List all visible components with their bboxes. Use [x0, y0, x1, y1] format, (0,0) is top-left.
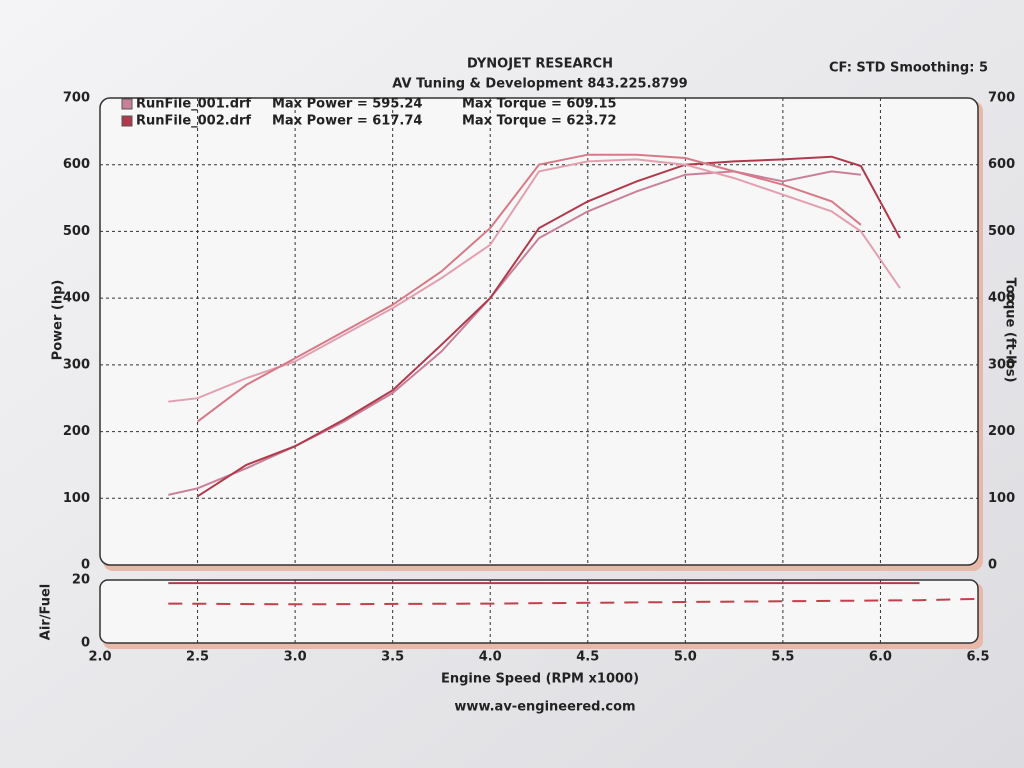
y-tick-label: 300 — [63, 357, 90, 372]
y2-tick-label: 600 — [988, 157, 1015, 172]
y-tick-label: 700 — [63, 91, 90, 106]
y2-tick-label: 400 — [988, 291, 1015, 306]
y-tick-label: 500 — [63, 224, 90, 239]
y2-axis-title: Torque (ft-lbs) — [1003, 277, 1018, 382]
x-axis-title: Engine Speed (RPM x1000) — [441, 672, 639, 687]
y-tick-label: 20 — [72, 573, 90, 588]
title: DYNOJET RESEARCH — [467, 57, 613, 72]
legend-swatch — [121, 98, 133, 110]
x-tick-label: 6.5 — [966, 650, 989, 665]
x-tick-label: 2.5 — [186, 650, 209, 665]
x-tick-label: 5.0 — [674, 650, 697, 665]
y-axis-title: Power (hp) — [51, 280, 66, 361]
legend-max-torque: Max Torque = 623.72 — [462, 114, 617, 129]
y2-tick-label: 0 — [988, 558, 997, 573]
y2-tick-label: 300 — [988, 357, 1015, 372]
legend-run: RunFile_001.drf — [136, 97, 251, 112]
y-tick-label: 0 — [81, 558, 90, 573]
data-line — [197, 155, 901, 498]
legend-run: RunFile_002.drf — [136, 114, 251, 129]
x-tick-label: 5.5 — [771, 650, 794, 665]
legend-max-torque: Max Torque = 609.15 — [462, 97, 617, 112]
footer: www.av-engineered.com — [454, 700, 635, 715]
settings: CF: STD Smoothing: 5 — [829, 61, 988, 76]
afr-frame — [99, 579, 979, 644]
subtitle: AV Tuning & Development 843.225.8799 — [392, 77, 687, 92]
y-tick-label: 400 — [63, 291, 90, 306]
y2-tick-label: 200 — [988, 424, 1015, 439]
legend-max-power: Max Power = 617.74 — [272, 114, 422, 129]
y-tick-label: 600 — [63, 157, 90, 172]
x-tick-label: 4.0 — [479, 650, 502, 665]
y2-tick-label: 500 — [988, 224, 1015, 239]
afr-axis-title: Air/Fuel — [39, 584, 54, 640]
data-line — [168, 597, 979, 606]
x-tick-label: 6.0 — [869, 650, 892, 665]
y2-tick-label: 700 — [988, 91, 1015, 106]
x-tick-label: 4.5 — [576, 650, 599, 665]
data-line — [168, 170, 862, 496]
y-tick-label: 100 — [63, 491, 90, 506]
plot-frame — [99, 97, 979, 566]
x-tick-label: 2.0 — [88, 650, 111, 665]
x-tick-label: 3.0 — [284, 650, 307, 665]
y-tick-label: 200 — [63, 424, 90, 439]
y-tick-label: 0 — [81, 636, 90, 651]
x-tick-label: 3.5 — [381, 650, 404, 665]
legend-max-power: Max Power = 595.24 — [272, 97, 422, 112]
data-line — [196, 153, 862, 423]
y2-tick-label: 100 — [988, 491, 1015, 506]
legend-swatch — [121, 115, 133, 127]
